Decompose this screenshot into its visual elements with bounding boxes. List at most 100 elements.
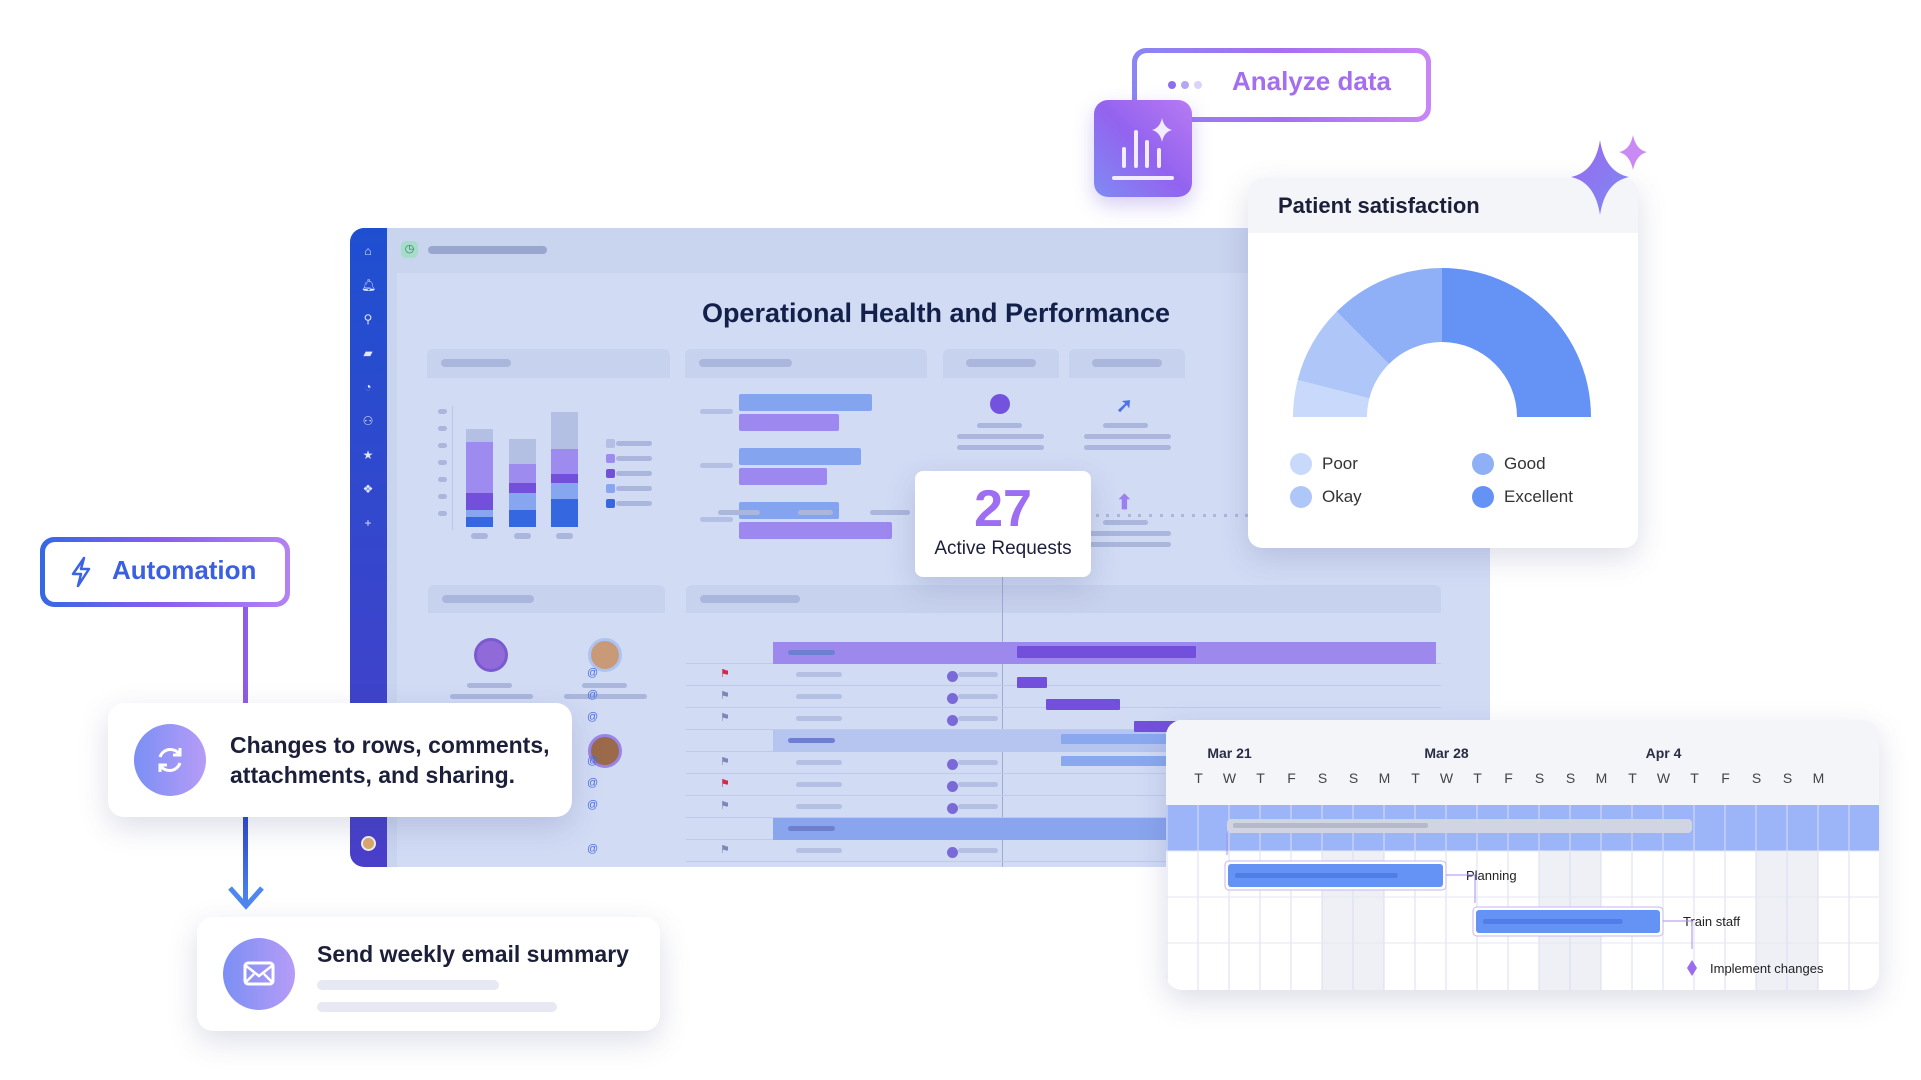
clock-icon[interactable]: ◔ <box>364 380 372 394</box>
bell-icon[interactable]: 🔔︎ <box>361 278 377 292</box>
mention-icon[interactable]: @ <box>587 799 599 811</box>
plus-icon[interactable]: + <box>364 516 372 530</box>
search-icon[interactable]: ⚲ <box>363 312 373 326</box>
card-title: Patient satisfaction <box>1278 193 1480 218</box>
mini-hbar <box>739 522 892 539</box>
team-member-avatar[interactable] <box>588 734 622 768</box>
mini-legend-swatch <box>606 469 615 478</box>
mini-hbar-label <box>700 409 733 414</box>
mini-axis-tick <box>438 409 447 414</box>
flag-icon[interactable]: ⚑ <box>720 712 730 724</box>
action-text: Send weekly email summary <box>317 941 629 967</box>
legend-label: Poor <box>1322 454 1358 473</box>
team-member-avatar[interactable] <box>474 638 508 672</box>
mini-axis-tick <box>438 477 447 482</box>
mention-icon[interactable]: @ <box>587 843 599 855</box>
mini-bar-segment <box>509 483 536 493</box>
automation-label: Automation <box>112 555 257 585</box>
cell-placeholder <box>958 848 998 853</box>
grid-row <box>686 752 1441 774</box>
mini-bar-segment <box>509 493 536 510</box>
timeline-tick <box>1191 514 1195 517</box>
donut-slice-poor <box>1293 379 1370 417</box>
envelope-icon <box>223 938 295 1010</box>
active-requests-card: 27 Active Requests <box>915 471 1091 577</box>
bar-chart-sparkle-icon[interactable] <box>1094 100 1192 197</box>
mini-bar-segment <box>466 517 493 527</box>
mention-icon[interactable]: @ <box>587 711 599 723</box>
mini-hbar <box>739 468 827 485</box>
patient-satisfaction-card: Patient satisfaction Poor Good Okay Excelle… <box>1248 178 1638 548</box>
mention-icon[interactable]: @ <box>587 667 599 679</box>
mini-legend-label <box>616 456 652 461</box>
dependency-arrow <box>1663 920 1693 949</box>
flag-icon[interactable]: ⚑ <box>720 778 730 790</box>
day-label: T <box>1690 770 1699 786</box>
group-name-placeholder <box>788 650 835 655</box>
cell-placeholder <box>796 672 842 677</box>
widget-header <box>686 585 1441 613</box>
day-label: T <box>1256 770 1265 786</box>
timeline-tick <box>1202 514 1206 517</box>
assignee-avatar <box>947 781 958 792</box>
connector-line <box>243 817 248 905</box>
contacts-icon[interactable]: ⚇ <box>362 414 374 428</box>
timeline-tick <box>1159 514 1163 517</box>
dashboard-title: Operational Health and Performance <box>701 298 1171 328</box>
day-label: S <box>1318 770 1327 786</box>
flag-icon[interactable]: ⚑ <box>720 690 730 702</box>
timeline-tick <box>1234 514 1238 517</box>
grid-row <box>686 796 1441 818</box>
mention-icon[interactable]: @ <box>587 689 599 701</box>
mini-axis-line <box>452 406 453 530</box>
donut-slice-okay <box>1297 311 1389 399</box>
timeline-tick <box>1117 514 1120 517</box>
mini-legend-label <box>616 486 652 491</box>
mini-hbar-label <box>700 463 733 468</box>
grid-column-header <box>718 510 760 515</box>
donut-slice-good <box>1336 268 1442 364</box>
day-label: T <box>1473 770 1482 786</box>
grid-column-header <box>870 510 910 515</box>
flag-icon[interactable]: ⚑ <box>720 844 730 856</box>
flag-icon[interactable]: ⚑ <box>720 756 730 768</box>
task-label: Planning <box>1466 868 1517 883</box>
day-label: W <box>1657 770 1671 786</box>
flag-icon[interactable]: ⚑ <box>720 668 730 680</box>
day-label: W <box>1440 770 1454 786</box>
flag-icon[interactable]: ⚑ <box>720 800 730 812</box>
team-member-avatar[interactable] <box>588 638 622 672</box>
mention-icon[interactable]: @ <box>587 755 599 767</box>
mini-axis-tick <box>438 494 447 499</box>
mini-axis-label <box>514 533 531 539</box>
trigger-card[interactable]: Changes to rows, comments, attachments, … <box>108 703 572 817</box>
cell-placeholder <box>796 694 842 699</box>
mini-bar-segment <box>509 464 536 483</box>
dashboard-clock-icon: ◷ <box>401 241 418 258</box>
apps-icon[interactable]: ❖ <box>362 482 374 496</box>
home-icon[interactable]: ⌂ <box>364 244 372 258</box>
milestone-diamond <box>1687 960 1697 976</box>
day-label: M <box>1813 770 1825 786</box>
automation-badge[interactable]: Automation <box>40 537 290 607</box>
grid-timeline-divider <box>1002 500 1003 867</box>
mini-axis-label <box>471 533 488 539</box>
typing-dot-icon <box>1181 81 1189 89</box>
mention-icon[interactable]: @ <box>587 777 599 789</box>
day-label: T <box>1194 770 1203 786</box>
timeline-tick <box>1138 514 1142 517</box>
up-arrow-icon: ⬆ <box>1116 492 1133 514</box>
day-label: S <box>1566 770 1575 786</box>
timeline-tick <box>1245 514 1249 517</box>
folder-icon[interactable]: ▰ <box>363 346 373 360</box>
widget-header <box>428 585 665 613</box>
user-avatar[interactable] <box>361 836 376 851</box>
action-card[interactable]: Send weekly email summary <box>197 917 660 1031</box>
connector-line <box>243 607 248 704</box>
star-icon[interactable]: ★ <box>362 448 374 462</box>
assignee-avatar <box>947 671 958 682</box>
legend-swatch <box>1472 453 1494 475</box>
day-label: S <box>1349 770 1358 786</box>
mini-hbar <box>739 448 861 465</box>
assignee-avatar <box>947 847 958 858</box>
